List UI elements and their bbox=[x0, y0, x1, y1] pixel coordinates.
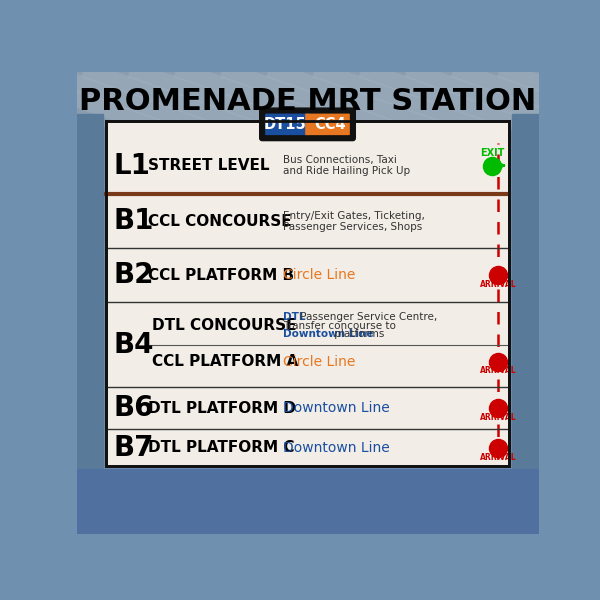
Text: DTL: DTL bbox=[283, 313, 305, 322]
Bar bbox=[77, 115, 103, 469]
Text: ARRIVAL: ARRIVAL bbox=[480, 366, 517, 375]
Text: Downtown Line: Downtown Line bbox=[283, 329, 373, 340]
Bar bbox=[512, 115, 539, 469]
FancyBboxPatch shape bbox=[259, 107, 356, 141]
Text: EXIT: EXIT bbox=[480, 148, 505, 158]
Bar bbox=[106, 121, 509, 466]
Text: CCL PLATFORM A: CCL PLATFORM A bbox=[152, 354, 298, 369]
Text: Circle Line: Circle Line bbox=[283, 268, 355, 282]
Text: Entry/Exit Gates, Ticketing,: Entry/Exit Gates, Ticketing, bbox=[283, 211, 425, 221]
Text: CCL PLATFORM B: CCL PLATFORM B bbox=[148, 268, 294, 283]
Text: Passenger Services, Shops: Passenger Services, Shops bbox=[283, 222, 422, 232]
Bar bbox=[77, 72, 539, 126]
Text: CCL CONCOURSE: CCL CONCOURSE bbox=[148, 214, 292, 229]
Text: and Ride Hailing Pick Up: and Ride Hailing Pick Up bbox=[283, 166, 410, 176]
Text: ARRIVAL: ARRIVAL bbox=[480, 413, 517, 422]
Text: Downtown Line: Downtown Line bbox=[283, 401, 389, 415]
Text: PROMENADE MRT STATION: PROMENADE MRT STATION bbox=[79, 87, 536, 116]
Text: platforms: platforms bbox=[331, 329, 384, 340]
Text: Circle Line: Circle Line bbox=[283, 355, 355, 368]
Text: Bus Connections, Taxi: Bus Connections, Taxi bbox=[283, 155, 397, 165]
Text: Downtown Line: Downtown Line bbox=[283, 441, 389, 455]
Text: Transfer concourse to: Transfer concourse to bbox=[283, 321, 396, 331]
Bar bbox=[106, 121, 509, 466]
Bar bbox=[77, 469, 539, 534]
Text: B4: B4 bbox=[113, 331, 154, 359]
Text: DTL PLATFORM C: DTL PLATFORM C bbox=[148, 440, 295, 455]
Text: ARRIVAL: ARRIVAL bbox=[480, 452, 517, 461]
Text: DT15: DT15 bbox=[264, 117, 307, 132]
Text: B6: B6 bbox=[113, 394, 154, 422]
FancyBboxPatch shape bbox=[265, 113, 310, 135]
Text: STREET LEVEL: STREET LEVEL bbox=[148, 158, 269, 173]
Text: Passenger Service Centre,: Passenger Service Centre, bbox=[298, 313, 438, 322]
Text: DTL CONCOURSE: DTL CONCOURSE bbox=[152, 319, 296, 334]
Text: CC4: CC4 bbox=[314, 117, 346, 132]
FancyBboxPatch shape bbox=[305, 113, 350, 135]
Text: ARRIVAL: ARRIVAL bbox=[480, 280, 517, 289]
Text: B2: B2 bbox=[113, 261, 154, 289]
Text: L1: L1 bbox=[113, 152, 151, 179]
Text: B1: B1 bbox=[113, 208, 154, 235]
Text: DTL PLATFORM D: DTL PLATFORM D bbox=[148, 401, 296, 416]
Text: B7: B7 bbox=[113, 434, 154, 462]
